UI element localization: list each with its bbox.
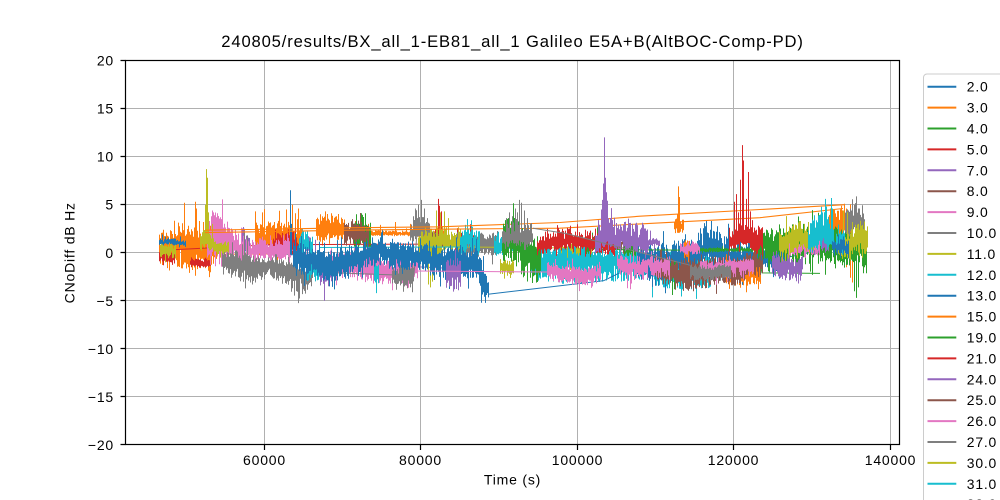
svg-text:9.0: 9.0 — [967, 204, 989, 220]
svg-text:11.0: 11.0 — [967, 246, 996, 262]
svg-text:5.0: 5.0 — [967, 141, 989, 157]
svg-text:24.0: 24.0 — [967, 371, 997, 387]
svg-text:−20: −20 — [88, 437, 114, 453]
svg-text:CNoDiff dB Hz: CNoDiff dB Hz — [62, 202, 78, 303]
svg-text:20: 20 — [97, 53, 114, 69]
svg-text:0: 0 — [105, 245, 114, 261]
svg-text:3.0: 3.0 — [967, 100, 989, 116]
svg-text:7.0: 7.0 — [967, 162, 989, 178]
svg-text:10.0: 10.0 — [967, 225, 997, 241]
svg-text:25.0: 25.0 — [967, 392, 997, 408]
svg-text:240805/results/BX_all_1-EB81_a: 240805/results/BX_all_1-EB81_all_1 Galil… — [221, 32, 803, 51]
svg-text:60000: 60000 — [243, 452, 286, 468]
svg-text:−5: −5 — [96, 293, 114, 309]
svg-text:27.0: 27.0 — [967, 434, 997, 450]
svg-text:33.0: 33.0 — [967, 496, 997, 500]
svg-text:100000: 100000 — [552, 452, 604, 468]
svg-text:Time (s): Time (s) — [484, 472, 541, 488]
svg-text:120000: 120000 — [708, 452, 760, 468]
svg-text:30.0: 30.0 — [967, 455, 997, 471]
svg-text:10: 10 — [97, 149, 114, 165]
svg-text:−10: −10 — [88, 341, 114, 357]
svg-text:12.0: 12.0 — [967, 267, 997, 283]
svg-text:5: 5 — [105, 197, 114, 213]
svg-text:−15: −15 — [88, 389, 114, 405]
svg-text:15.0: 15.0 — [967, 309, 997, 325]
svg-text:4.0: 4.0 — [967, 121, 989, 137]
svg-text:8.0: 8.0 — [967, 183, 989, 199]
svg-text:15: 15 — [97, 101, 114, 117]
svg-text:2.0: 2.0 — [967, 79, 989, 95]
svg-text:21.0: 21.0 — [967, 350, 997, 366]
svg-text:140000: 140000 — [865, 452, 917, 468]
svg-text:26.0: 26.0 — [967, 413, 997, 429]
svg-text:19.0: 19.0 — [967, 330, 997, 346]
svg-text:31.0: 31.0 — [967, 476, 997, 492]
svg-text:13.0: 13.0 — [967, 288, 997, 304]
svg-text:80000: 80000 — [399, 452, 442, 468]
